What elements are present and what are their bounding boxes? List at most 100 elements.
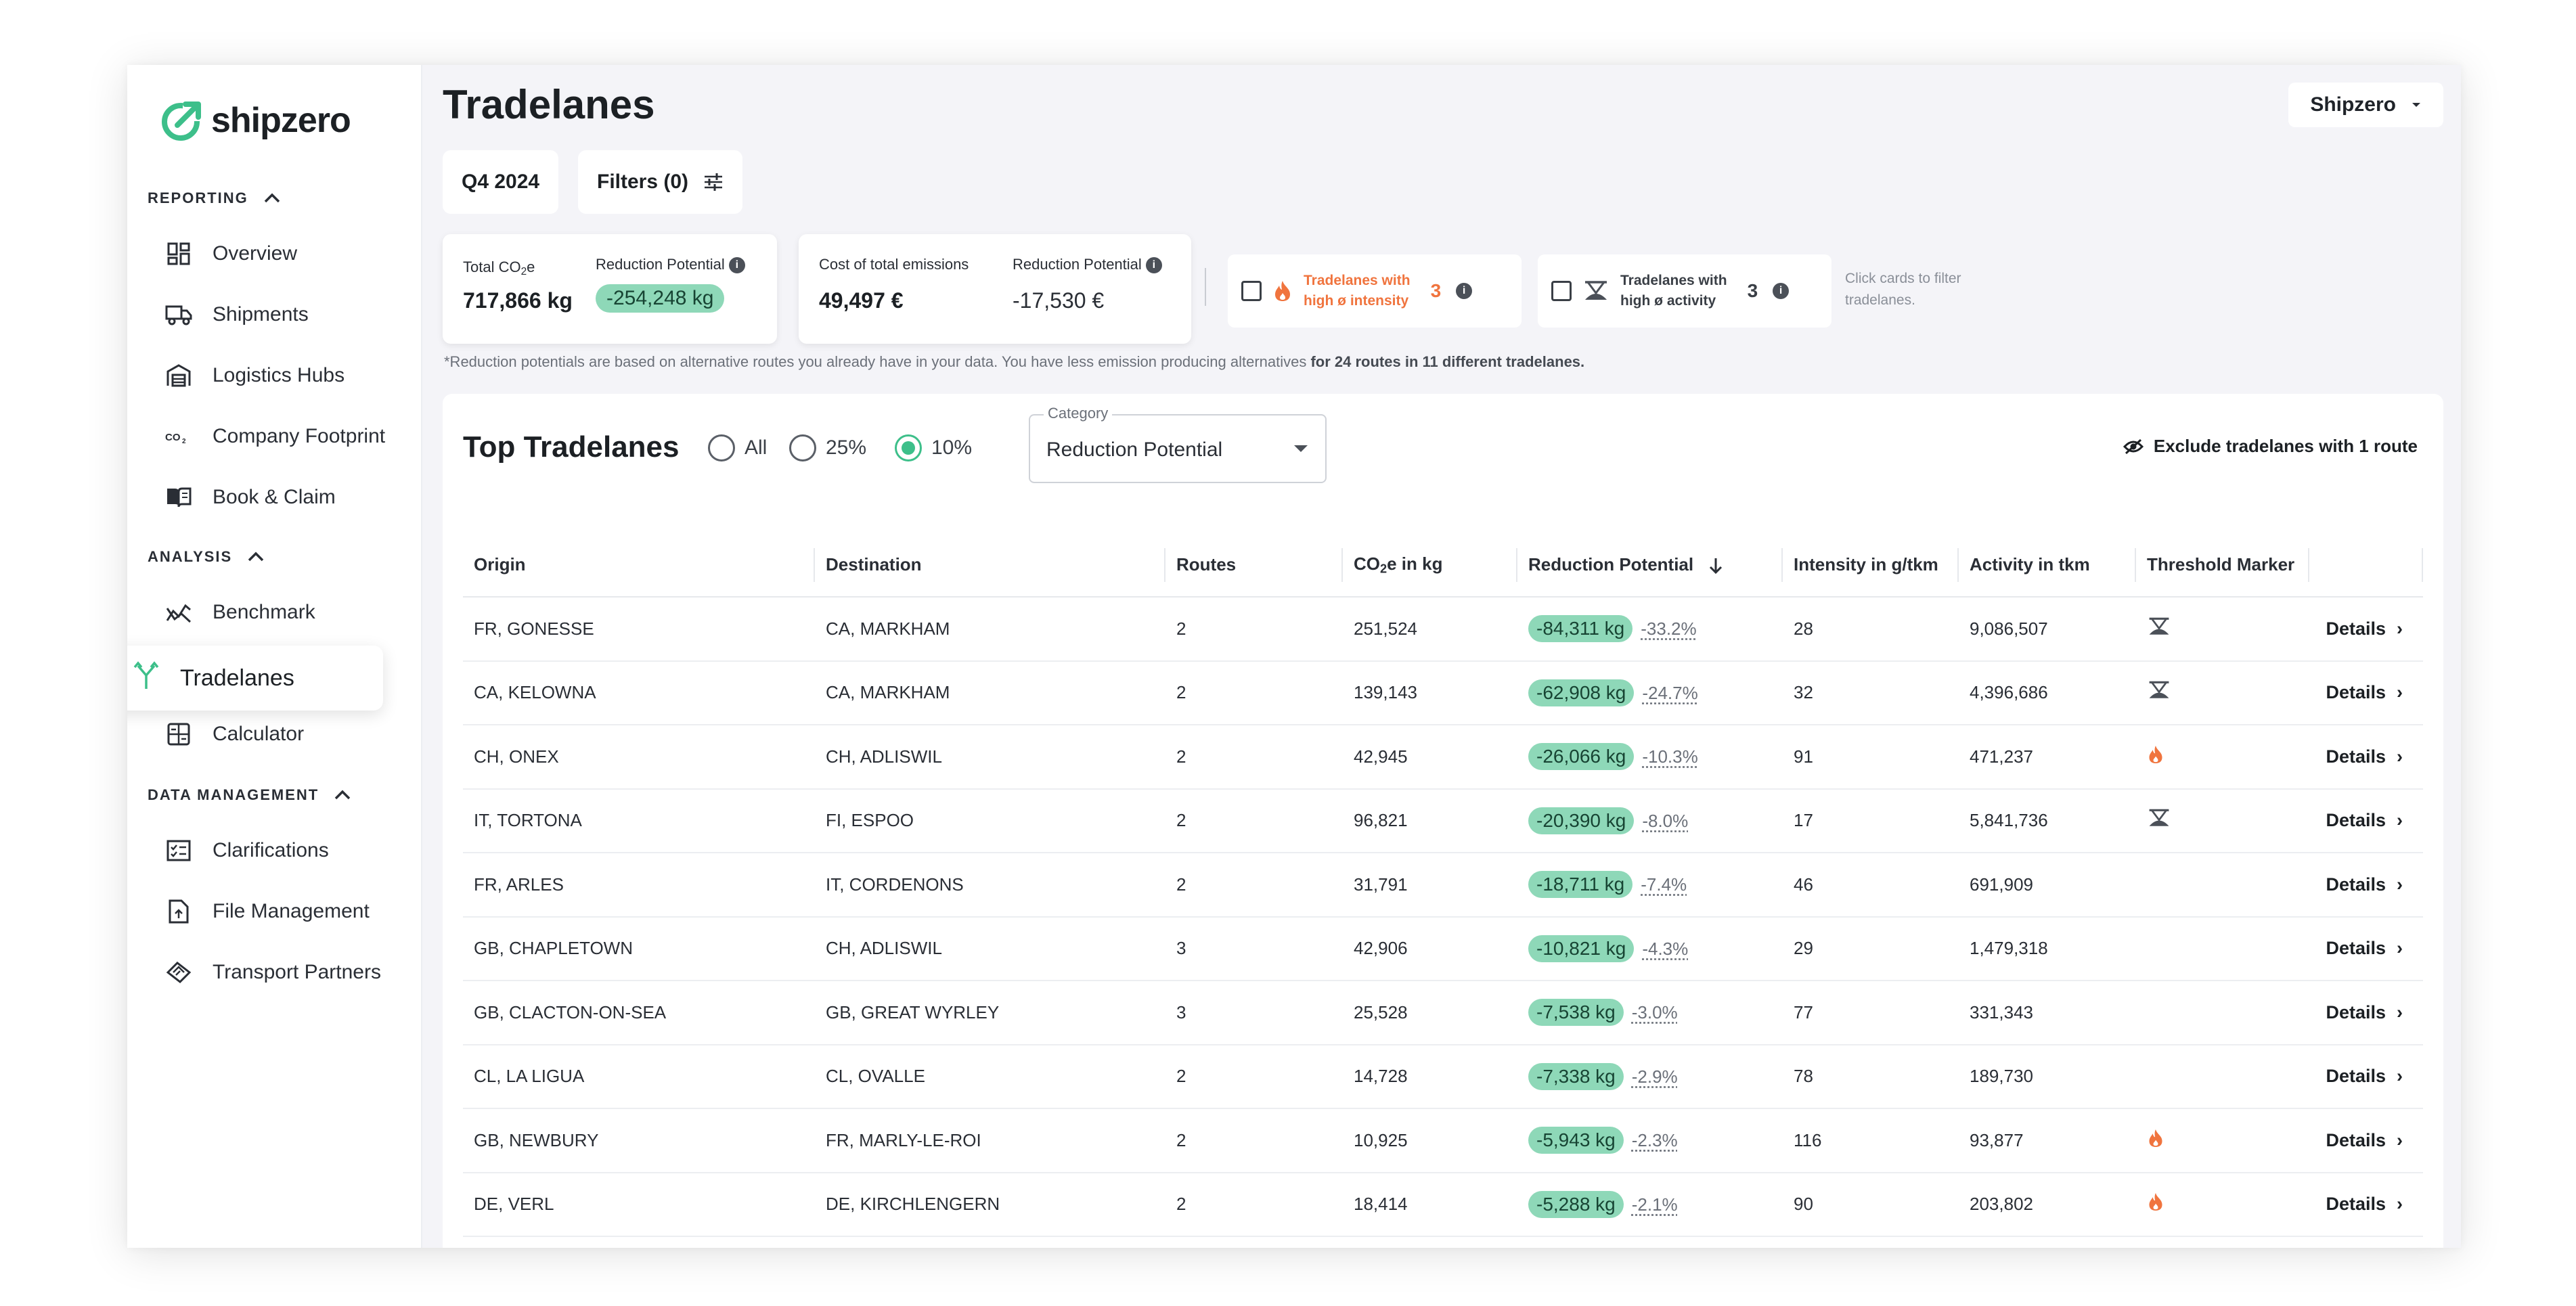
radio-10[interactable]: 10% [895,434,972,461]
section-header-analysis[interactable]: ANALYSIS [148,548,265,566]
cell-routes: 3 [1165,981,1343,1045]
details-link[interactable]: Details › [2309,725,2423,790]
radio-all[interactable]: All [708,434,767,461]
details-link[interactable]: Details › [2309,597,2423,662]
col-intensity[interactable]: Intensity in g/tkm [1783,533,1959,598]
table-row[interactable]: CH, ONEX CH, ADLISWIL 2 42,945 -26,066 kg -10… [463,725,2423,790]
info-icon[interactable]: i [1456,283,1473,299]
details-link[interactable]: Details › [2309,660,2423,725]
details-link[interactable]: Details › [2309,1044,2423,1109]
info-icon[interactable]: i [1145,257,1162,274]
section-label: REPORTING [148,189,248,206]
intensity-count: 3 [1430,280,1442,301]
col-threshold-marker[interactable]: Threshold Marker [2136,533,2309,598]
filters-button[interactable]: Filters (0) [578,150,743,214]
truck-icon [165,301,192,328]
radio-button-selected[interactable] [895,434,922,461]
reduction-percent[interactable]: -2.1% [1631,1194,1678,1215]
cell-origin: CH, ONEX [463,725,815,790]
cell-origin: FR, GONESSE [463,597,815,662]
reduction-percent[interactable]: -8.0% [1642,810,1689,831]
account-dropdown[interactable]: Shipzero [2288,83,2443,127]
reduction-percent[interactable]: -10.3% [1642,746,1698,767]
info-icon[interactable]: i [728,257,745,274]
cell-activity: 4,396,686 [1959,660,2136,725]
reduction-percent[interactable]: -2.3% [1631,1130,1678,1151]
cell-destination: CA, MARKHAM [815,597,1165,662]
cell-intensity: 90 [1783,1172,1959,1237]
reduction-percent[interactable]: -2.9% [1631,1066,1678,1087]
cell-destination: IT, CORDENONS [815,853,1165,918]
sidebar-item-benchmark[interactable]: Benchmark [165,591,315,633]
table-row[interactable]: CL, LA LIGUA CL, OVALLE 2 14,728 -7,338 kg -2… [463,1044,2423,1109]
cell-reduction-potential: -18,711 kg -7.4% [1517,853,1783,918]
sidebar-item-tradelanes[interactable]: Tradelanes [127,646,383,711]
period-selector[interactable]: Q4 2024 [443,150,559,214]
details-link[interactable]: Details › [2309,853,2423,918]
cell-reduction-potential: -5,288 kg -2.1% [1517,1172,1783,1237]
details-link[interactable]: Details › [2309,981,2423,1045]
col-activity[interactable]: Activity in tkm [1959,533,2136,598]
col-co2[interactable]: CO2e in kg [1343,533,1517,598]
reduction-percent[interactable]: -3.0% [1631,1002,1678,1023]
table-row[interactable]: GB, CHAPLETOWN CH, ADLISWIL 3 42,906 -10,821… [463,916,2423,981]
table-row[interactable]: GB, CLACTON-ON-SEA GB, GREAT WYRLEY 3 25,52… [463,981,2423,1045]
col-routes[interactable]: Routes [1165,533,1343,598]
table-row[interactable]: DE, VERL DE, KIRCHLENGERN 2 18,414 -5,288 kg… [463,1172,2423,1237]
page-title: Tradelanes [443,82,655,127]
sidebar-item-company-footprint[interactable]: CO 2 Company Footprint [165,415,385,457]
exclude-single-route-toggle[interactable]: Exclude tradelanes with 1 route [2123,436,2418,457]
col-destination[interactable]: Destination [815,533,1165,598]
sidebar-item-shipments[interactable]: Shipments [165,294,309,336]
col-origin[interactable]: Origin [463,533,815,598]
table-row[interactable]: IT, TORTONA FI, ESPOO 2 96,821 -20,390 kg -8.… [463,788,2423,853]
details-link[interactable]: Details › [2309,1172,2423,1237]
table-row[interactable]: FR, ARLES IT, CORDENONS 2 31,791 -18,711 kg -… [463,853,2423,918]
radio-button[interactable] [789,434,816,461]
radio-25[interactable]: 25% [789,434,866,461]
cell-routes: 2 [1165,597,1343,662]
sidebar-item-overview[interactable]: Overview [165,233,297,275]
reduction-percent[interactable]: -33.2% [1641,618,1697,639]
filter-card-high-intensity[interactable]: Tradelanes with high ø intensity 3 i [1228,254,1522,328]
filter-card-high-activity[interactable]: Tradelanes with high ø activity 3 i [1538,254,1831,328]
table-row[interactable]: CA, KELOWNA CA, MARKHAM 2 139,143 -62,908 kg… [463,660,2423,725]
activity-checkbox[interactable] [1551,281,1572,301]
cell-threshold-marker [2136,660,2309,725]
cell-origin: IT, TORTONA [463,788,815,853]
sidebar-item-book-claim[interactable]: Book & Claim [165,476,336,518]
details-link[interactable]: Details › [2309,788,2423,853]
details-link[interactable]: Details › [2309,916,2423,981]
section-header-reporting[interactable]: REPORTING [148,189,281,207]
cell-threshold-marker [2136,1108,2309,1173]
details-link[interactable]: Details › [2309,1108,2423,1173]
details-label: Details [2326,1001,2386,1022]
sidebar-item-file-management[interactable]: File Management [165,891,370,932]
sidebar-item-logistics-hubs[interactable]: Logistics Hubs [165,355,345,397]
info-icon[interactable]: i [1773,283,1790,299]
filter-hint: Click cards to filter tradelanes. [1845,271,1961,308]
cell-intensity: 17 [1783,788,1959,853]
table-row[interactable]: GB, NEWBURY FR, MARLY-LE-ROI 2 10,925 -5,943… [463,1108,2423,1173]
sidebar-item-clarifications[interactable]: Clarifications [165,830,329,872]
reduction-percent[interactable]: -4.3% [1642,938,1689,959]
table-row[interactable]: FR, GONESSE CA, MARKHAM 2 251,524 -84,311 kg… [463,597,2423,662]
cell-routes: 2 [1165,1044,1343,1109]
reduction-percent[interactable]: -24.7% [1642,682,1698,703]
sidebar-item-calculator[interactable]: Calculator [165,713,304,755]
total-co2-label: Total CO2e [463,258,535,277]
category-select[interactable]: Category Reduction Potential [1029,405,1327,483]
section-header-data-management[interactable]: DATA MANAGEMENT [148,786,351,804]
sidebar-item-transport-partners[interactable]: Transport Partners [165,951,381,993]
sidebar-item-label: Overview [213,242,298,265]
radio-button[interactable] [708,434,735,461]
col-reduction-potential[interactable]: Reduction Potential [1517,533,1783,598]
scale-icon [2147,681,2171,705]
sidebar: shipzero REPORTING Overview Shipments Lo… [127,65,422,1248]
category-legend: Category [1044,405,1113,422]
table-body: FR, GONESSE CA, MARKHAM 2 251,524 -84,311 kg… [463,597,2423,1237]
reduction-percent[interactable]: -7.4% [1641,874,1687,895]
shipzero-logo[interactable]: shipzero [158,93,351,148]
intensity-checkbox[interactable] [1241,281,1262,301]
cost-value: 49,497 € [819,288,904,313]
